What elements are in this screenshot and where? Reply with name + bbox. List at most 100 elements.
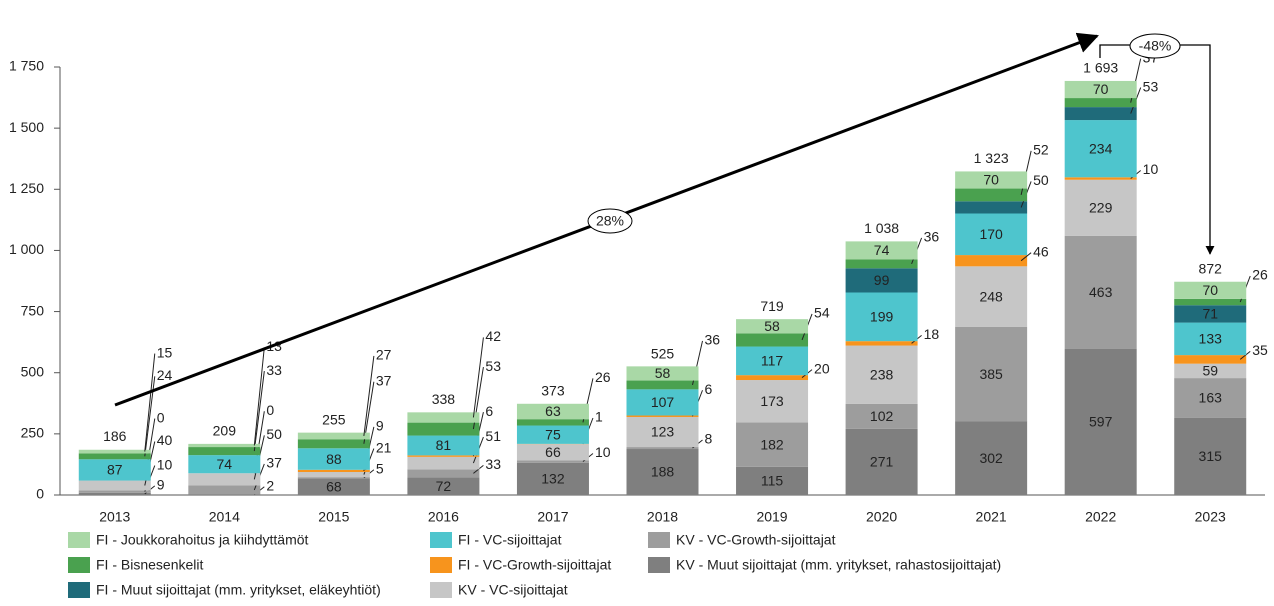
bar-segment <box>78 492 151 495</box>
data-label: 66 <box>545 444 561 460</box>
data-label: 229 <box>1089 199 1113 215</box>
total-label: 719 <box>760 298 784 314</box>
bar-segment <box>516 419 589 426</box>
leader-line <box>144 376 156 457</box>
data-label: 37 <box>376 372 392 388</box>
bar-segment <box>78 490 151 493</box>
x-tick-label: 2013 <box>99 509 130 525</box>
total-label: 186 <box>103 428 127 444</box>
leader-line <box>253 371 265 452</box>
y-tick-label: 750 <box>21 302 45 318</box>
bar-segment <box>845 428 918 495</box>
data-label: 173 <box>760 393 784 409</box>
bar-segment <box>1064 98 1137 108</box>
bar-segment <box>407 455 480 457</box>
legend-label: KV - Muut sijoittajat (mm. yritykset, ra… <box>676 557 1001 573</box>
bar-segment <box>407 412 480 423</box>
data-label: 463 <box>1089 284 1113 300</box>
bar-segment <box>1174 322 1247 356</box>
bar-segment <box>955 213 1028 256</box>
bar-segment <box>626 449 699 495</box>
bar-segment <box>1174 417 1247 495</box>
leader-line <box>1239 350 1251 360</box>
data-label: 132 <box>541 471 565 487</box>
bar-segment <box>1064 120 1137 178</box>
data-label: 133 <box>1199 331 1223 347</box>
bar-segment <box>78 449 151 454</box>
bar-segment <box>407 477 480 495</box>
bar-segment <box>1064 177 1137 180</box>
legend-swatch <box>430 582 452 598</box>
y-tick-label: 250 <box>21 425 45 441</box>
data-label: 58 <box>764 318 780 334</box>
bar-segment <box>297 469 370 473</box>
data-label: 315 <box>1199 448 1223 464</box>
annotation: -48% <box>1139 38 1172 54</box>
data-label: 33 <box>485 456 501 472</box>
y-tick-label: 1 250 <box>9 180 44 196</box>
data-label: 26 <box>595 369 611 385</box>
data-label: 33 <box>266 362 282 378</box>
data-label: 75 <box>545 426 561 442</box>
data-label: 6 <box>485 403 493 419</box>
data-label: 27 <box>376 347 392 363</box>
data-label: 6 <box>705 381 713 397</box>
data-label: 40 <box>157 432 173 448</box>
bar-segment <box>516 460 589 463</box>
data-label: 123 <box>651 424 675 440</box>
data-label: 597 <box>1089 414 1113 430</box>
data-label: 170 <box>979 226 1003 242</box>
bar-segment <box>626 447 699 450</box>
bar-segment <box>845 403 918 429</box>
leader-line <box>363 355 375 436</box>
total-label: 373 <box>541 382 565 398</box>
data-label: 20 <box>814 360 830 376</box>
bar-segment <box>1064 107 1137 121</box>
bar-segment <box>516 444 589 461</box>
x-tick-label: 2019 <box>756 509 787 525</box>
bar-segment <box>297 478 370 495</box>
legend-swatch <box>68 532 90 548</box>
legend-label: KV - VC-sijoittajat <box>458 582 568 598</box>
bar-segment <box>1064 235 1137 349</box>
data-label: 68 <box>326 478 342 494</box>
bar-segment <box>188 447 261 456</box>
total-label: 1 038 <box>864 220 899 236</box>
data-label: 26 <box>1252 267 1268 283</box>
bar-segment <box>626 389 699 416</box>
bar-segment <box>1174 281 1247 299</box>
bar-segment <box>736 333 809 347</box>
data-label: 302 <box>979 450 1003 466</box>
data-label: 15 <box>157 344 173 360</box>
data-label: 53 <box>1143 78 1159 94</box>
bar-segment <box>516 425 589 444</box>
bar-segment <box>736 346 809 376</box>
data-label: 234 <box>1089 140 1113 156</box>
bar-segment <box>297 432 370 440</box>
legend-label: FI - Joukkorahoitus ja kiihdyttämöt <box>96 532 309 548</box>
data-label: 385 <box>979 366 1003 382</box>
data-label: 0 <box>266 402 274 418</box>
x-tick-label: 2020 <box>866 509 897 525</box>
bar-segment <box>845 292 918 342</box>
bar-segment <box>736 422 809 467</box>
leader-line <box>144 353 156 452</box>
bar-segment <box>1174 378 1247 418</box>
bar-segment <box>626 366 699 381</box>
bar-segment <box>1174 355 1247 364</box>
data-label: 21 <box>376 439 392 455</box>
data-label: 248 <box>979 288 1003 304</box>
data-label: 10 <box>157 456 173 472</box>
total-label: 255 <box>322 411 346 427</box>
data-label: 35 <box>1252 342 1268 358</box>
bar-segment <box>188 455 261 474</box>
data-label: 5 <box>376 460 384 476</box>
bar-segment <box>297 472 370 478</box>
annotation-bubble <box>587 208 633 234</box>
bar-segment <box>407 456 480 470</box>
legend-label: FI - Muut sijoittajat (mm. yritykset, el… <box>96 582 381 598</box>
x-tick-label: 2018 <box>647 509 678 525</box>
bar-segment <box>1174 363 1247 379</box>
bar-segment <box>1064 80 1137 99</box>
